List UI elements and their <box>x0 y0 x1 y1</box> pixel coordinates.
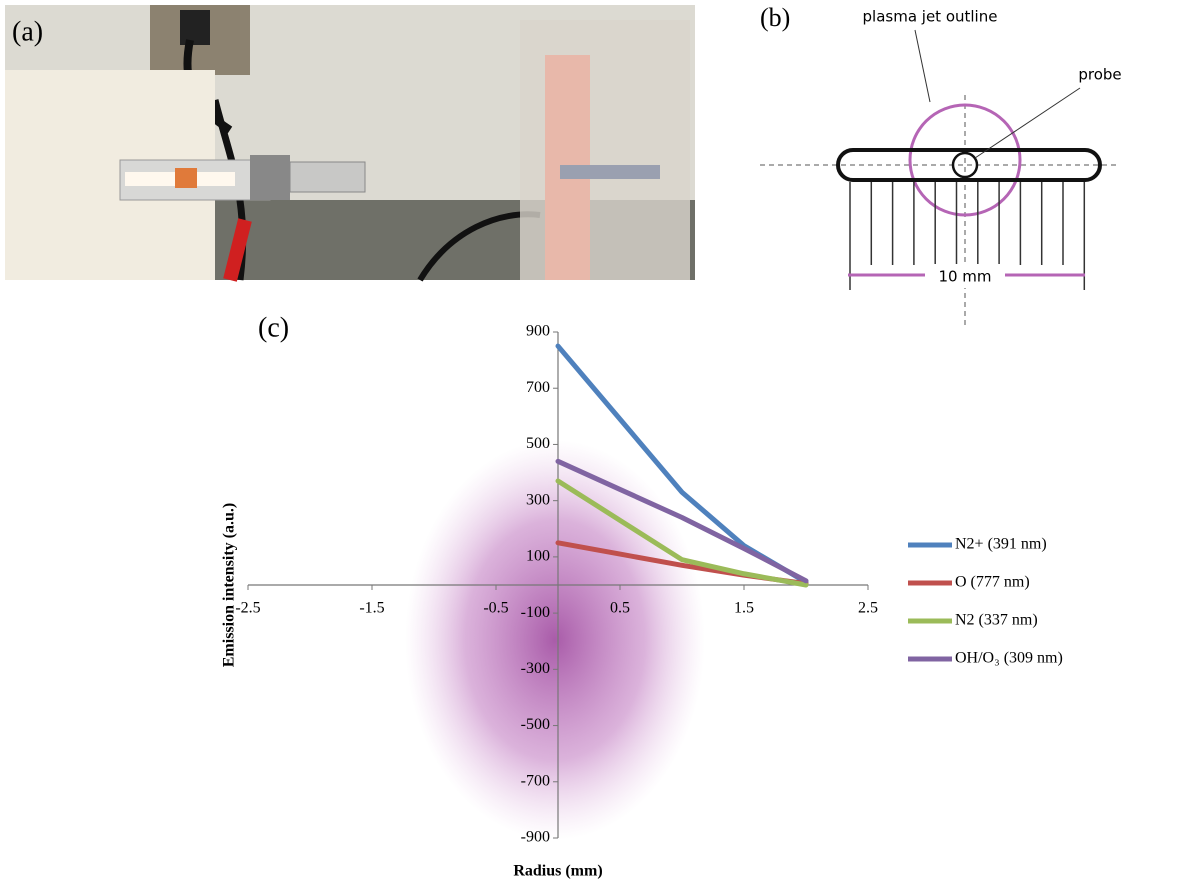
panel-label: (c) <box>258 312 289 343</box>
scale-label: 10 mm <box>938 268 991 286</box>
jet-outline <box>908 103 1022 217</box>
x-tick-label: -1.5 <box>359 600 384 617</box>
series-line <box>555 458 809 584</box>
probe-label: probe <box>1078 66 1121 84</box>
x-tick-label: -2.5 <box>235 600 260 617</box>
x-tick-label: -0.5 <box>483 600 508 617</box>
probe-tip <box>951 151 979 179</box>
x-axis-title: Radius (mm) <box>513 863 602 880</box>
y-tick-label: -300 <box>521 660 550 677</box>
series-line <box>555 478 809 588</box>
panel-label: (a) <box>12 16 43 47</box>
photo: (a) <box>5 5 695 282</box>
legend-label: N2 (337 nm) <box>955 612 1038 629</box>
y-tick-label: 500 <box>526 435 550 452</box>
probe-body <box>836 148 1102 182</box>
legend-label: N2+ (391 nm) <box>955 536 1047 553</box>
diagram: (b) 10 mm plasma jet outline probe <box>760 3 1122 325</box>
pointer <box>914 29 931 103</box>
legend: N2+ (391 nm) O (777 nm) N2 (337 nm) OH/O₃ (… <box>908 536 1063 667</box>
legend-label: O (777 nm) <box>955 574 1030 591</box>
y-tick-label: -700 <box>521 772 550 789</box>
plot-area: -2.5 -1.5 -0.5 0.5 1.5 2.5 900 700 500 300 100 -100… <box>235 323 1062 846</box>
x-tick-label: 1.5 <box>734 600 754 617</box>
panel-label: (b) <box>760 3 790 32</box>
y-tick-label: 100 <box>526 548 550 565</box>
y-tick-label: 300 <box>526 491 550 508</box>
y-tick-label: -900 <box>521 829 550 846</box>
plasma-glow <box>405 440 705 840</box>
y-axis-title: Emission intensity (a.u.) <box>221 503 238 667</box>
pointer <box>974 87 1081 159</box>
legend-label: OH/O₃ (309 nm) <box>955 650 1063 667</box>
y-tick-label: 700 <box>526 379 550 396</box>
outline-label: plasma jet outline <box>863 8 998 26</box>
ruler <box>849 182 1086 290</box>
y-tick-label: -100 <box>521 604 550 621</box>
y-tick-label: -500 <box>521 716 550 733</box>
y-tick-label: 900 <box>526 323 550 340</box>
x-tick-label: 0.5 <box>610 600 630 617</box>
x-tick-label: 2.5 <box>858 600 878 617</box>
